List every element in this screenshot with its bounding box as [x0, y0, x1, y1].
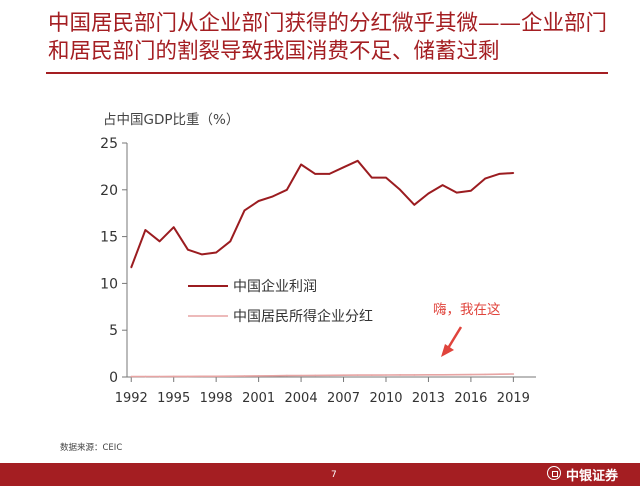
y-tick-label: 5	[109, 323, 118, 339]
x-tick-label: 2007	[327, 391, 360, 406]
data-point	[356, 159, 359, 162]
data-point	[314, 173, 317, 175]
wechat-icon: ✿	[478, 448, 489, 463]
data-point	[286, 189, 288, 191]
data-point	[512, 373, 515, 375]
legend-label-1: 中国企业利润	[233, 278, 317, 295]
data-point	[300, 374, 302, 377]
data-point	[356, 374, 359, 376]
data-point	[271, 195, 274, 198]
data-point	[130, 266, 133, 269]
data-point	[484, 373, 486, 376]
data-point	[314, 374, 317, 377]
annotation-arrow	[445, 326, 463, 351]
data-point	[257, 375, 260, 377]
data-point	[158, 375, 161, 378]
data-point	[470, 373, 472, 376]
data-point	[385, 176, 387, 179]
y-tick-label: 15	[100, 230, 118, 246]
y-tick-label: 25	[100, 136, 118, 152]
data-point	[441, 373, 444, 376]
data-point	[512, 172, 515, 174]
data-point	[130, 375, 133, 378]
data-point	[427, 374, 430, 376]
data-point	[413, 374, 416, 376]
data-point	[229, 240, 232, 243]
x-tick-label: 2001	[242, 391, 275, 406]
x-tick-label: 2004	[285, 391, 318, 406]
x-tick-label: 1992	[115, 391, 148, 406]
data-source: 数据来源：CEIC	[60, 443, 123, 453]
data-point	[158, 240, 161, 243]
page-number: 7	[331, 470, 337, 480]
watermark-text: New Economist	[498, 448, 614, 466]
footer-bar	[0, 463, 640, 486]
data-point	[257, 200, 260, 202]
data-point	[144, 375, 147, 378]
title-divider	[46, 72, 608, 74]
series-line-2	[131, 373, 514, 378]
data-point	[172, 375, 175, 378]
data-point	[455, 373, 458, 376]
y-tick-label: 10	[100, 276, 118, 292]
y-tick-label: 0	[109, 370, 118, 386]
data-point	[271, 374, 274, 377]
data-point	[399, 374, 401, 376]
data-point	[498, 173, 501, 175]
data-point	[441, 184, 444, 186]
x-tick-label: 2016	[454, 391, 487, 406]
data-point	[342, 166, 345, 169]
data-point	[399, 189, 401, 191]
x-tick-label: 1995	[157, 391, 190, 406]
data-point	[243, 375, 246, 377]
x-tick-label: 2019	[497, 391, 530, 406]
data-point	[215, 251, 217, 254]
y-axis-label: 占中国GDP比重（%）	[103, 112, 240, 128]
annotation-arrowhead	[441, 344, 454, 357]
data-point	[385, 374, 387, 376]
data-point	[455, 191, 458, 194]
data-point	[371, 374, 373, 376]
data-point	[187, 248, 189, 251]
legend-label-2: 中国居民所得企业分红	[233, 308, 373, 325]
data-point	[172, 226, 175, 229]
x-tick-label: 2013	[412, 391, 445, 406]
data-point	[328, 374, 331, 377]
data-point	[229, 375, 232, 377]
data-point	[427, 192, 430, 195]
data-point	[371, 176, 373, 179]
data-point	[201, 253, 203, 256]
data-point	[215, 375, 217, 378]
series-line-1	[130, 159, 514, 268]
data-point	[342, 374, 345, 377]
data-point	[187, 375, 189, 378]
bank-logo-icon	[547, 466, 561, 480]
slide-title: 中国居民部门从企业部门获得的分红微乎其微——企业部门和居民部门的割裂导致我国消费…	[48, 11, 608, 64]
y-tick-label: 20	[100, 183, 118, 199]
x-tick-label: 2010	[369, 391, 402, 406]
data-point	[413, 203, 416, 206]
data-point	[498, 373, 501, 375]
data-point	[201, 375, 203, 378]
data-point	[484, 177, 486, 180]
x-tick-label: 1998	[200, 391, 233, 406]
chart-annotation: 嗨，我在这	[433, 302, 501, 318]
data-point	[286, 374, 288, 377]
data-point	[144, 229, 147, 231]
brand-name: 中银证券	[566, 469, 619, 484]
data-point	[300, 163, 302, 166]
data-point	[470, 189, 472, 192]
data-point	[243, 209, 246, 212]
data-point	[328, 173, 331, 175]
